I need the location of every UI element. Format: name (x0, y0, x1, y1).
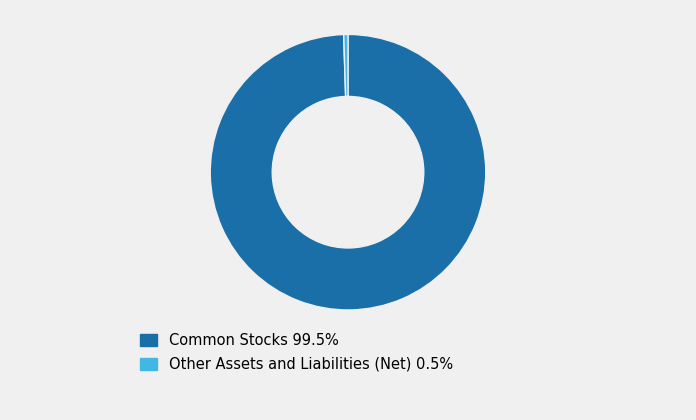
Legend: Common Stocks 99.5%, Other Assets and Liabilities (Net) 0.5%: Common Stocks 99.5%, Other Assets and Li… (132, 326, 461, 379)
Wedge shape (210, 34, 486, 310)
Wedge shape (344, 34, 348, 97)
